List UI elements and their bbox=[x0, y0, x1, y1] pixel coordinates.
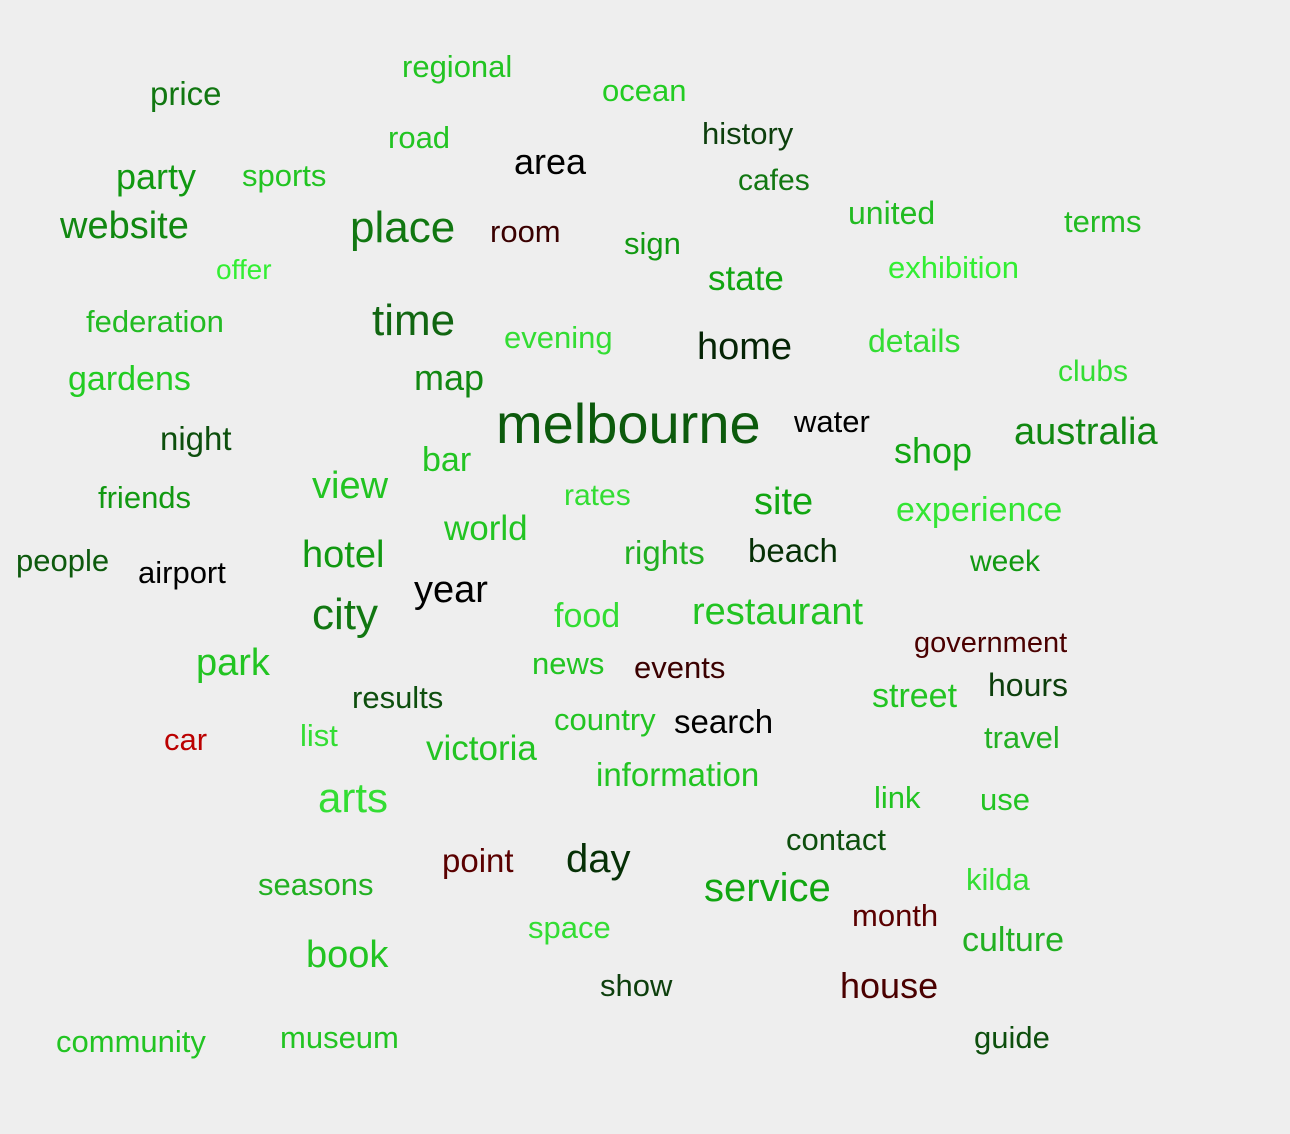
word-terms: terms bbox=[1064, 203, 1142, 239]
word-contact: contact bbox=[786, 821, 886, 857]
word-melbourne: melbourne bbox=[496, 392, 761, 456]
word-book: book bbox=[306, 934, 389, 977]
word-list: list bbox=[300, 717, 338, 753]
word-site: site bbox=[754, 481, 814, 524]
word-results: results bbox=[352, 679, 444, 715]
word-map: map bbox=[414, 356, 485, 398]
word-kilda: kilda bbox=[966, 861, 1030, 897]
word-city: city bbox=[312, 589, 378, 639]
word-space: space bbox=[528, 909, 611, 945]
word-month: month bbox=[852, 897, 939, 933]
word-museum: museum bbox=[280, 1019, 399, 1055]
word-cafes: cafes bbox=[738, 163, 810, 197]
word-bar: bar bbox=[422, 441, 472, 480]
word-arts: arts bbox=[318, 774, 389, 822]
word-shop: shop bbox=[894, 429, 973, 471]
word-details: details bbox=[868, 323, 961, 360]
word-victoria: victoria bbox=[426, 728, 537, 768]
word-area: area bbox=[514, 140, 587, 182]
word-country: country bbox=[554, 701, 656, 737]
word-room: room bbox=[490, 213, 561, 249]
word-point: point bbox=[442, 842, 514, 880]
word-travel: travel bbox=[984, 719, 1060, 755]
word-gardens: gardens bbox=[68, 360, 191, 399]
word-culture: culture bbox=[962, 921, 1065, 960]
word-united: united bbox=[848, 195, 936, 232]
word-rates: rates bbox=[564, 478, 631, 512]
word-view: view bbox=[312, 465, 389, 508]
word-airport: airport bbox=[138, 554, 226, 590]
word-community: community bbox=[56, 1023, 206, 1059]
word-world: world bbox=[444, 508, 528, 548]
word-time: time bbox=[372, 295, 456, 345]
word-home: home bbox=[697, 326, 793, 369]
word-hotel: hotel bbox=[302, 534, 385, 577]
word-guide: guide bbox=[974, 1019, 1050, 1055]
word-website: website bbox=[60, 205, 189, 248]
word-road: road bbox=[388, 119, 451, 155]
word-information: information bbox=[596, 756, 760, 794]
word-place: place bbox=[350, 202, 456, 252]
word-seasons: seasons bbox=[258, 866, 374, 902]
word-beach: beach bbox=[748, 532, 838, 570]
word-price: price bbox=[150, 75, 222, 113]
word-regional: regional bbox=[402, 48, 513, 84]
word-news: news bbox=[532, 645, 605, 681]
word-house: house bbox=[840, 964, 939, 1006]
word-exhibition: exhibition bbox=[888, 249, 1019, 285]
word-year: year bbox=[414, 569, 488, 612]
word-link: link bbox=[874, 779, 921, 815]
word-night: night bbox=[160, 420, 232, 458]
word-water: water bbox=[794, 403, 870, 439]
word-events: events bbox=[634, 649, 726, 685]
word-federation: federation bbox=[86, 303, 224, 339]
word-street: street bbox=[872, 677, 958, 716]
word-hours: hours bbox=[988, 667, 1069, 704]
word-clubs: clubs bbox=[1058, 354, 1129, 388]
word-friends: friends bbox=[98, 479, 192, 515]
word-rights: rights bbox=[624, 534, 705, 572]
word-evening: evening bbox=[504, 319, 613, 355]
word-offer: offer bbox=[216, 254, 272, 286]
word-food: food bbox=[554, 597, 621, 636]
word-park: park bbox=[196, 642, 270, 685]
word-service: service bbox=[704, 865, 831, 910]
word-week: week bbox=[970, 544, 1041, 578]
word-sign: sign bbox=[624, 225, 681, 261]
word-use: use bbox=[980, 781, 1030, 817]
word-people: people bbox=[16, 542, 110, 578]
word-restaurant: restaurant bbox=[692, 591, 864, 634]
word-sports: sports bbox=[242, 157, 327, 193]
word-party: party bbox=[116, 155, 197, 197]
word-history: history bbox=[702, 115, 794, 151]
word-australia: australia bbox=[1014, 411, 1158, 454]
word-government: government bbox=[914, 627, 1068, 660]
word-ocean: ocean bbox=[602, 72, 687, 108]
word-state: state bbox=[708, 258, 784, 298]
word-car: car bbox=[164, 721, 208, 757]
word-experience: experience bbox=[896, 491, 1063, 530]
word-search: search bbox=[674, 703, 774, 741]
word-show: show bbox=[600, 967, 673, 1003]
word-day: day bbox=[566, 836, 631, 881]
